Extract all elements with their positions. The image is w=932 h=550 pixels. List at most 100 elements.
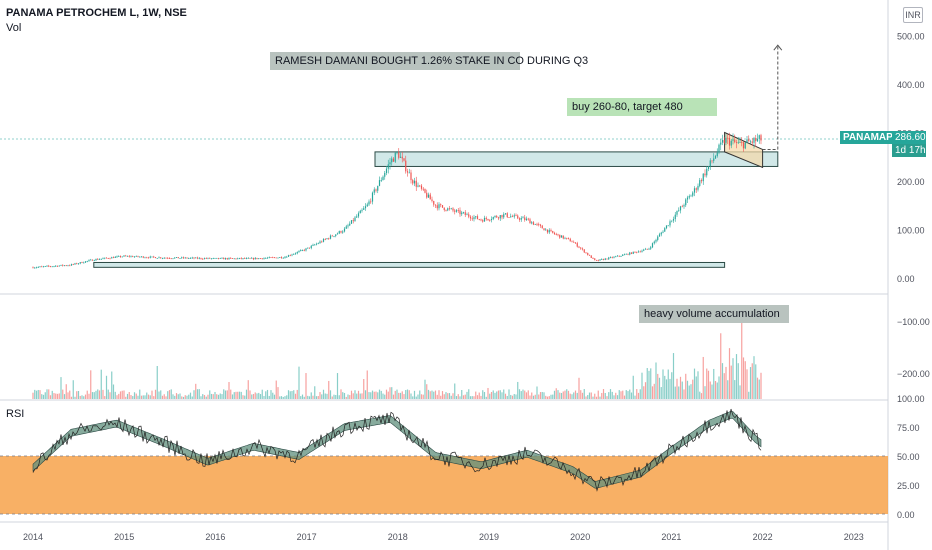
candle-body (728, 137, 731, 146)
candle-body (415, 180, 417, 187)
candle-body (286, 256, 288, 258)
candle-body (686, 197, 689, 200)
volume-bar (714, 381, 717, 399)
volume-bar (744, 361, 746, 399)
candle-body (678, 210, 680, 212)
candle-body (748, 139, 750, 142)
volume-bar (343, 392, 346, 399)
candle-body (627, 253, 629, 255)
volume-bar (268, 395, 270, 399)
candle-body (121, 256, 123, 258)
candle-body (280, 257, 283, 259)
candle-body (67, 265, 69, 267)
candle-body (90, 259, 92, 261)
volume-bar (251, 394, 253, 399)
candle-body (189, 257, 192, 259)
candle-body (210, 258, 213, 260)
candle-body (478, 219, 480, 220)
volume-bar (756, 377, 759, 399)
volume-bar (186, 395, 188, 399)
candle-body (384, 173, 386, 177)
candle-body (156, 258, 158, 259)
volume-bar (686, 380, 689, 399)
volume-bar (146, 392, 148, 399)
candle-body (291, 254, 293, 256)
volume-bar (198, 389, 200, 399)
candle-body (650, 247, 652, 249)
volume-bar (189, 392, 192, 399)
volume-bar (525, 392, 528, 399)
volume-bar (623, 395, 626, 399)
candle-body (93, 260, 95, 262)
volume-bar (506, 395, 508, 399)
volume-bar (265, 391, 267, 399)
volume-bar (259, 394, 262, 399)
volume-bar (181, 396, 183, 399)
volume-bar (622, 390, 624, 399)
volume-bar (716, 382, 718, 399)
candle-body (352, 220, 354, 222)
volume-bar (275, 380, 277, 399)
volume-bar (42, 394, 45, 399)
volume-bar (144, 395, 146, 399)
candle-body (254, 257, 256, 260)
volume-bar (98, 390, 101, 399)
price-tick-label: 0.00 (897, 274, 915, 284)
candle-body (55, 265, 57, 267)
volume-bar (553, 390, 556, 399)
volume-bar (704, 386, 706, 399)
currency-badge[interactable]: INR (903, 7, 923, 23)
volume-bar (440, 395, 442, 399)
volume-bar (226, 390, 228, 399)
volume-bar (357, 390, 360, 399)
candle-body (326, 238, 328, 240)
volume-bar (301, 394, 304, 399)
candle-body (58, 265, 60, 267)
volume-bar (695, 376, 697, 399)
candle-body (562, 235, 564, 239)
time-tick-label: 2021 (661, 532, 681, 542)
candle-body (76, 263, 78, 265)
volume-bar (373, 391, 375, 399)
candle-body (343, 228, 346, 232)
price-tick-label: 500.00 (897, 32, 925, 42)
candle-body (667, 225, 669, 227)
volume-bar (354, 390, 356, 399)
candle-body (272, 257, 274, 259)
volume-bar (240, 391, 242, 399)
volume-bar (448, 393, 451, 399)
volume-bar (56, 393, 59, 399)
volume-bar (473, 396, 475, 399)
candle-body (755, 138, 757, 142)
volume-bar (256, 393, 258, 399)
volume-bar (65, 384, 67, 399)
volume-bar (310, 392, 312, 399)
candle-body (104, 257, 106, 259)
candle-body (83, 262, 85, 264)
volume-bar (242, 395, 244, 399)
candle-body (443, 207, 445, 211)
volume-bar (114, 391, 116, 399)
candle-body (574, 242, 577, 244)
candle-body (42, 266, 45, 268)
candle-body (510, 216, 512, 218)
volume-bar (419, 390, 421, 399)
volume-bar (597, 390, 599, 399)
volume-bar (443, 394, 445, 399)
volume-bar (161, 395, 164, 399)
candle-body (609, 257, 612, 258)
candle-body (371, 192, 374, 202)
volume-bar (272, 392, 274, 399)
volume-bar (651, 386, 654, 399)
candle-body (298, 251, 300, 252)
volume-bar (574, 390, 577, 399)
candle-body (228, 257, 230, 260)
candle-body (693, 188, 696, 193)
candle-body (312, 244, 314, 246)
candle-body (230, 257, 232, 259)
candle-body (401, 156, 403, 159)
volume-bar (125, 396, 127, 399)
volume-bar (333, 394, 335, 399)
volume-bar (536, 386, 538, 399)
